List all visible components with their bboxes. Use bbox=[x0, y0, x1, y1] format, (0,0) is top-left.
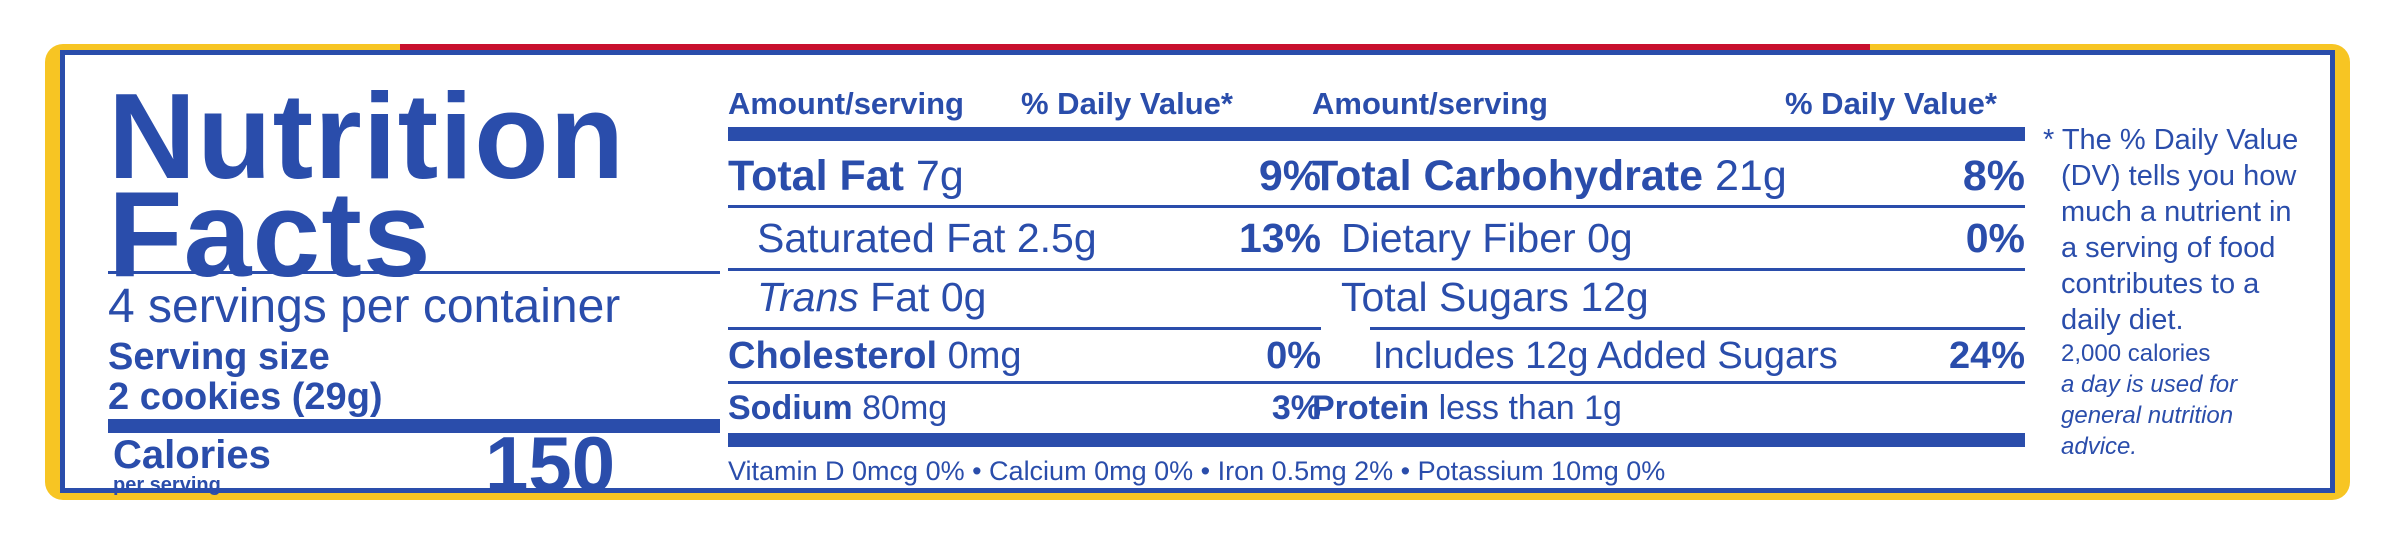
right-header-rule bbox=[1312, 127, 2025, 141]
footnote-line1: * The % Daily Value bbox=[2043, 124, 2299, 156]
divider-title bbox=[108, 271, 720, 274]
nutrient-name: Cholesterol bbox=[728, 335, 938, 377]
nutrient-name: Trans bbox=[757, 274, 859, 320]
nutrient-amount: 7g bbox=[915, 152, 964, 200]
row-divider bbox=[728, 205, 1321, 208]
calories-value: 150 bbox=[485, 420, 616, 508]
nutrient-name: Includes 12g Added Sugars bbox=[1373, 335, 1838, 377]
nutrient-name: Sodium bbox=[728, 389, 853, 427]
left-bottom-rule bbox=[728, 433, 1321, 447]
nutrient-amount: 0g bbox=[940, 274, 987, 320]
left-header-rule bbox=[728, 127, 1321, 141]
left-header-amount: Amount/serving bbox=[728, 86, 964, 121]
footnote-line7: 2,000 calories bbox=[2061, 340, 2211, 367]
nutrient-name-suffix: Fat bbox=[870, 274, 930, 320]
right-header-dv: % Daily Value* bbox=[1785, 86, 1997, 121]
nutrient-amount: 0g bbox=[1587, 215, 1633, 261]
nutrient-amount: 0mg bbox=[947, 335, 1022, 377]
row-divider bbox=[728, 381, 1321, 384]
footnote-line6: daily diet. bbox=[2061, 304, 2184, 336]
nutrient-amount: 2.5g bbox=[1016, 215, 1097, 261]
nutrient-amount: 21g bbox=[1714, 152, 1787, 200]
footnote-line4: a serving of food bbox=[2061, 232, 2276, 264]
nutrient-name: Saturated Fat bbox=[757, 215, 1006, 261]
title-nutrition: Nutrition bbox=[108, 68, 626, 204]
nutrient-name: Dietary Fiber bbox=[1341, 215, 1576, 261]
footnote-line3: much a nutrient in bbox=[2061, 196, 2292, 228]
nutrient-amount: 80mg bbox=[862, 389, 948, 427]
nutrient-name: Total Carbohydrate bbox=[1312, 152, 1704, 200]
row-divider bbox=[1312, 268, 2025, 271]
nutrient-dv: 13% bbox=[1238, 215, 1321, 261]
footnote-line8: a day is used for bbox=[2061, 371, 2238, 398]
title-facts: Facts bbox=[108, 166, 432, 302]
footnote-line9: general nutrition bbox=[2061, 402, 2234, 429]
row-divider bbox=[1312, 381, 2025, 384]
calories-label: Calories bbox=[113, 433, 271, 477]
row-divider bbox=[728, 327, 1321, 330]
nutrient-name: Protein bbox=[1312, 389, 1430, 427]
row-divider bbox=[1312, 205, 2025, 208]
footnote-line5: contributes to a bbox=[2061, 268, 2260, 300]
calories-sub: per serving bbox=[113, 474, 221, 496]
footnote-line10: advice. bbox=[2061, 433, 2138, 460]
nutrient-dv: 0% bbox=[1266, 335, 1321, 377]
nutrient-dv: 9% bbox=[1258, 152, 1321, 200]
footnote-line2: (DV) tells you how bbox=[2061, 160, 2297, 192]
nutrient-dv: 0% bbox=[1965, 215, 2025, 261]
nutrient-amount: 12g bbox=[1580, 274, 1649, 320]
nutrient-name: Total Fat bbox=[728, 152, 904, 200]
vitamins-minerals-line: Vitamin D 0mcg 0% • Calcium 0mg 0% • Iro… bbox=[728, 456, 1666, 486]
right-bottom-rule bbox=[1312, 433, 2025, 447]
nutrient-dv: 24% bbox=[1948, 335, 2025, 377]
nutrient-dv: 8% bbox=[1962, 152, 2025, 200]
serving-size-value: 2 cookies (29g) bbox=[108, 376, 383, 418]
nutrient-amount: less than 1g bbox=[1438, 389, 1622, 427]
serving-size-label: Serving size bbox=[108, 336, 330, 378]
row-divider bbox=[728, 268, 1321, 271]
divider-serving bbox=[108, 419, 720, 433]
right-header-amount: Amount/serving bbox=[1312, 86, 1548, 121]
nutrient-dv: 3% bbox=[1271, 389, 1321, 427]
left-header-dv: % Daily Value* bbox=[1021, 86, 1233, 121]
nutrient-name: Total Sugars bbox=[1341, 274, 1569, 320]
package-red-stripe bbox=[400, 44, 1870, 50]
servings-per-container: 4 servings per container bbox=[108, 280, 621, 333]
row-divider bbox=[1370, 327, 2025, 330]
nutrition-facts-panel: Nutrition Facts 4 servings per container… bbox=[60, 50, 2335, 503]
